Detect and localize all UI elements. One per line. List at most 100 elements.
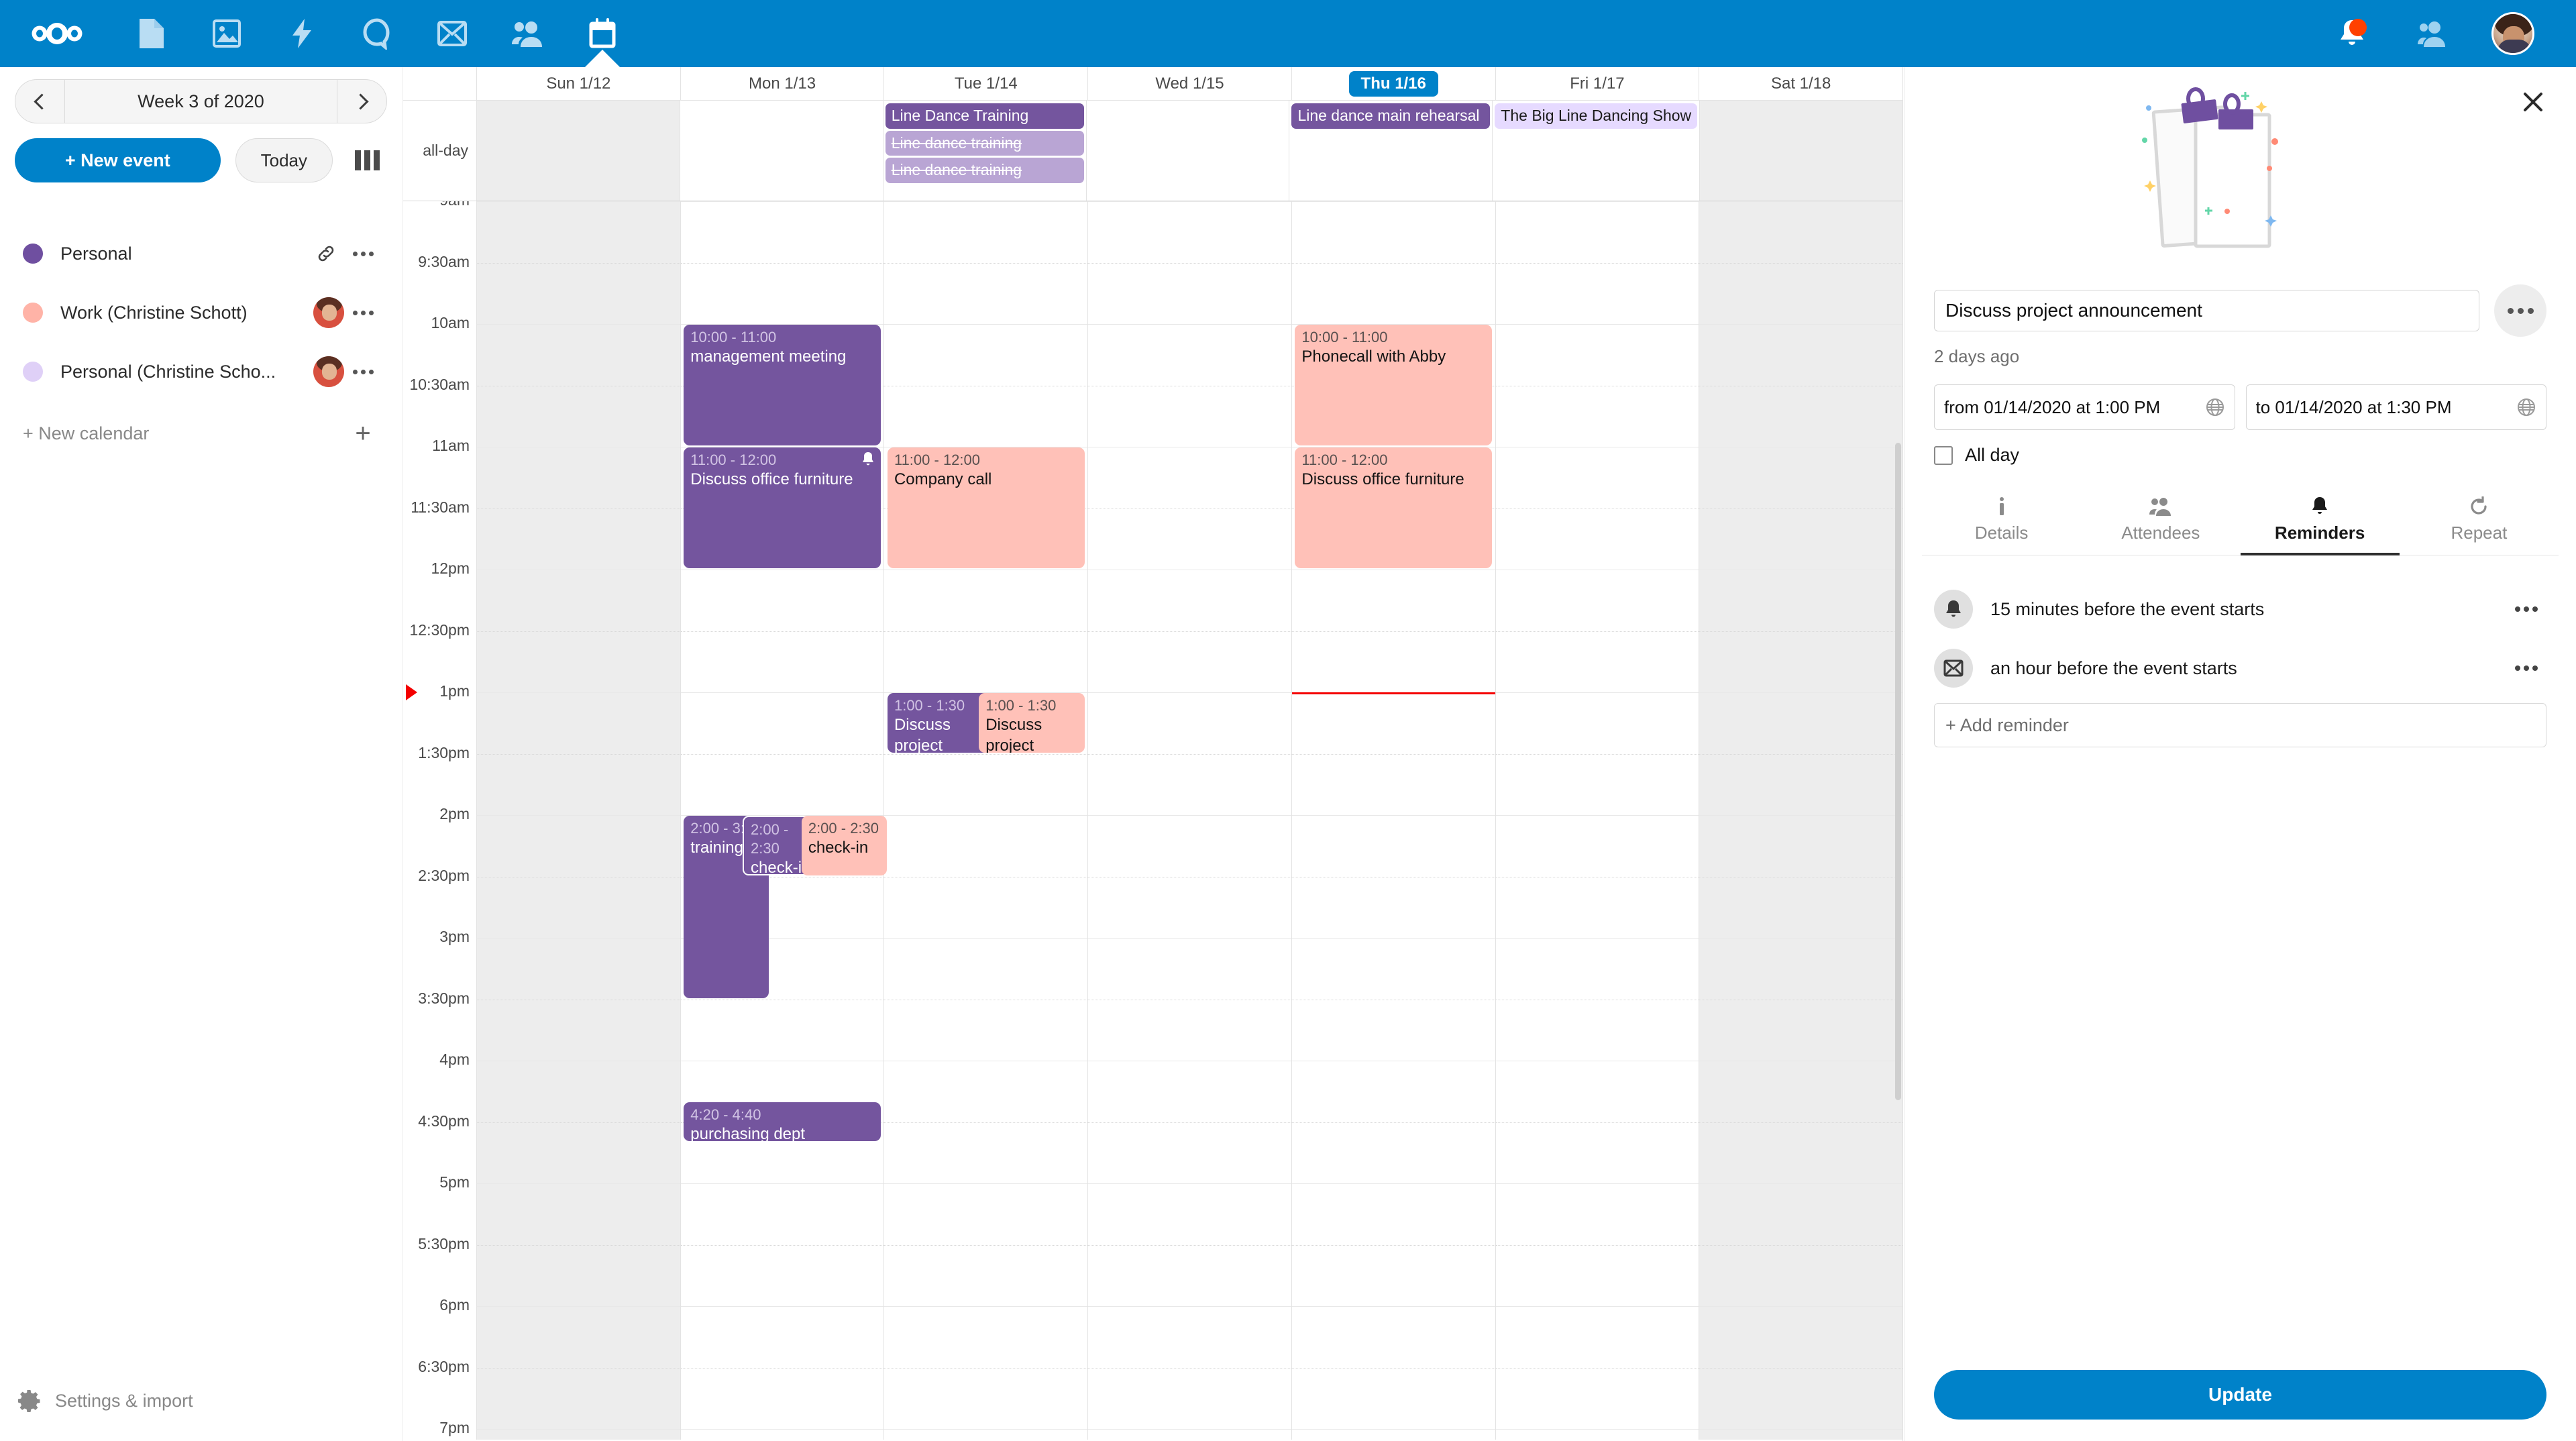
day-column-thu[interactable]: 10:00 - 11:00 Phonecall with Abby 11:00 - … — [1291, 201, 1496, 1440]
all-day-cell-fri[interactable]: The Big Line Dancing Show — [1493, 101, 1701, 201]
nextcloud-logo[interactable] — [0, 22, 114, 45]
calendar-event[interactable]: 11:00 - 12:00 Discuss office furniture — [684, 447, 881, 568]
next-week-button[interactable] — [337, 80, 386, 123]
grid-line — [680, 753, 884, 755]
all-day-cell-thu[interactable]: Line dance main rehearsal — [1289, 101, 1493, 201]
envelope-icon — [1934, 649, 1973, 688]
mail-icon[interactable] — [415, 0, 490, 67]
share-link-icon[interactable] — [308, 243, 344, 264]
all-day-label: all-day — [403, 101, 477, 201]
all-day-cell-sun[interactable] — [477, 101, 680, 201]
day-header-thu[interactable]: Thu 1/16 — [1292, 67, 1496, 100]
day-header-fri[interactable]: Fri 1/17 — [1496, 67, 1700, 100]
tab-details[interactable]: Details — [1922, 488, 2081, 555]
calendar-event[interactable]: 2:00 - 2:30 check-in — [801, 816, 887, 875]
all-day-cell-mon[interactable] — [680, 101, 883, 201]
close-icon[interactable] — [2517, 86, 2549, 118]
grid-line — [477, 262, 680, 264]
files-icon[interactable] — [114, 0, 189, 67]
all-day-cell-tue[interactable]: Line Dance Training Line dance training … — [883, 101, 1087, 201]
bell-icon — [2312, 497, 2328, 514]
all-day-cell-sat[interactable] — [1700, 101, 1902, 201]
day-header-wed[interactable]: Wed 1/15 — [1088, 67, 1292, 100]
reminder-actions-menu[interactable] — [2506, 665, 2546, 671]
day-header-tue[interactable]: Tue 1/14 — [884, 67, 1089, 100]
day-column-fri[interactable] — [1495, 201, 1700, 1440]
day-column-sun[interactable] — [477, 201, 681, 1440]
calendar-actions-menu[interactable] — [344, 369, 382, 374]
prev-week-button[interactable] — [15, 80, 65, 123]
calendar-item-work-christine-schott[interactable]: Work (Christine Schott) — [0, 283, 402, 342]
reminder-actions-menu[interactable] — [2506, 606, 2546, 612]
tab-attendees[interactable]: Attendees — [2081, 488, 2240, 555]
calendar-event[interactable]: 10:00 - 11:00 management meeting — [684, 325, 881, 445]
globe-icon[interactable] — [2516, 397, 2536, 417]
tab-repeat[interactable]: Repeat — [2400, 488, 2559, 555]
grid-line — [1291, 324, 1495, 325]
event-end-field[interactable]: to 01/14/2020 at 1:30 PM — [2245, 384, 2546, 430]
calendar-event[interactable]: 1:00 - 1:30 Discuss project — [979, 693, 1085, 753]
contacts-menu-icon[interactable] — [2392, 0, 2473, 67]
tab-label: Details — [1974, 523, 2029, 543]
all-day-event[interactable]: Line dance main rehearsal — [1291, 103, 1491, 129]
all-day-event[interactable]: Line dance training — [885, 158, 1084, 183]
calendar-item-personal-christine-schott[interactable]: Personal (Christine Scho... — [0, 342, 402, 401]
user-avatar[interactable] — [2473, 12, 2553, 55]
grid-line — [1495, 1306, 1699, 1307]
add-reminder-button[interactable]: + Add reminder — [1934, 703, 2546, 747]
activity-icon[interactable] — [264, 0, 339, 67]
time-label: 1:30pm — [418, 743, 470, 761]
time-label: 11:30am — [411, 498, 470, 516]
today-button[interactable]: Today — [235, 138, 333, 182]
event-title: purchasing dept — [690, 1125, 806, 1141]
view-toggle-button[interactable] — [347, 138, 387, 182]
tab-reminders[interactable]: Reminders — [2240, 488, 2400, 555]
calendar-event[interactable]: 10:00 - 11:00 Phonecall with Abby — [1295, 325, 1493, 445]
event-start-field[interactable]: from 01/14/2020 at 1:00 PM — [1934, 384, 2235, 430]
new-event-button[interactable]: + New event — [15, 138, 221, 182]
contacts-icon[interactable] — [490, 0, 565, 67]
calendar-event[interactable]: 11:00 - 12:00 Company call — [887, 447, 1085, 568]
day-column-wed[interactable] — [1088, 201, 1292, 1440]
event-actions-menu[interactable] — [2494, 284, 2546, 337]
day-column-mon[interactable]: 10:00 - 11:00 management meeting 11:00 - 1… — [680, 201, 887, 1440]
day-column-sat[interactable] — [1699, 201, 1902, 1440]
day-header-mon[interactable]: Mon 1/13 — [681, 67, 885, 100]
all-day-cell-wed[interactable] — [1087, 101, 1290, 201]
settings-import-button[interactable]: Settings & import — [0, 1381, 402, 1421]
day-column-tue[interactable]: 11:00 - 12:00 Company call 1:00 - 1:30 Disc… — [884, 201, 1089, 1440]
notifications-bell-icon[interactable] — [2312, 0, 2392, 67]
talk-icon[interactable] — [339, 0, 415, 67]
info-icon — [1999, 497, 2004, 515]
calendar-event[interactable]: 1:00 - 1:30 Discuss project announcement — [887, 693, 994, 753]
calendar-sheets-illustration — [1904, 67, 2576, 268]
day-header-sun[interactable]: Sun 1/12 — [477, 67, 681, 100]
time-label: 6pm — [439, 1296, 470, 1314]
grid-line — [1495, 1183, 1699, 1184]
update-button[interactable]: Update — [1934, 1370, 2546, 1420]
event-title-input[interactable] — [1934, 290, 2479, 331]
reminder-row[interactable]: an hour before the event starts — [1934, 639, 2546, 698]
day-label: Sun 1/12 — [546, 74, 611, 93]
all-day-event[interactable]: The Big Line Dancing Show — [1495, 103, 1698, 129]
calendar-actions-menu[interactable] — [344, 251, 382, 256]
reminder-row[interactable]: 15 minutes before the event starts — [1934, 580, 2546, 639]
all-day-event[interactable]: Line Dance Training — [885, 103, 1084, 129]
photos-icon[interactable] — [189, 0, 264, 67]
plus-icon[interactable]: + — [355, 419, 371, 448]
grid-line — [1291, 1183, 1495, 1184]
calendar-event[interactable]: 11:00 - 12:00 Discuss office furniture — [1295, 447, 1493, 568]
all-day-event[interactable]: Line dance training — [885, 130, 1084, 156]
globe-icon[interactable] — [2205, 397, 2225, 417]
calendar-scrollbar[interactable] — [1893, 201, 1902, 1441]
day-header-sat[interactable]: Sat 1/18 — [1699, 67, 1902, 100]
calendar-actions-menu[interactable] — [344, 310, 382, 315]
new-calendar-row[interactable]: + New calendar + — [0, 407, 402, 460]
calendar-icon[interactable] — [565, 0, 640, 67]
calendar-event[interactable]: 4:20 - 4:40 purchasing dept — [684, 1102, 881, 1141]
calendar-item-personal[interactable]: Personal — [0, 224, 402, 283]
scrollbar-thumb[interactable] — [1895, 443, 1901, 1100]
calendar-time-grid: 9am 9:30am 10am 10:30am 11am 11:30am 12p… — [403, 201, 1902, 1440]
week-title[interactable]: Week 3 of 2020 — [138, 91, 264, 111]
all-day-checkbox[interactable] — [1934, 445, 1953, 465]
